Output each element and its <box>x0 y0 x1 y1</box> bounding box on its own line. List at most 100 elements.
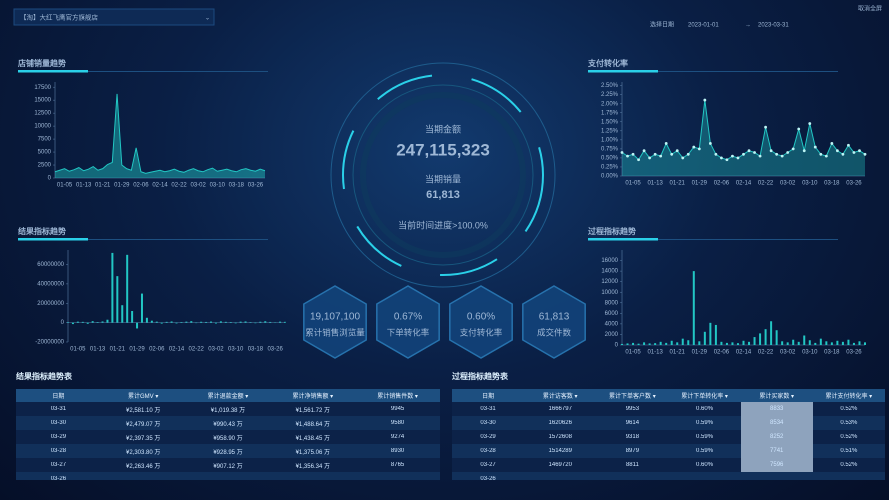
start-date[interactable]: 2023-01-01 <box>688 23 719 29</box>
table-row: 03-30 1620626 9614 0.59% 8534 0.53% <box>452 416 885 430</box>
x-tick-label: 01-21 <box>95 183 111 189</box>
bar <box>781 341 784 345</box>
bar <box>150 320 153 323</box>
x-tick-label: 01-21 <box>670 181 686 187</box>
bar <box>770 321 773 345</box>
bar <box>808 340 811 345</box>
bar <box>205 321 208 323</box>
title-accent <box>588 238 658 241</box>
bar <box>830 342 833 345</box>
kpi-value: 0.60% <box>467 312 495 323</box>
table-cell: ¥1,356.34 万 <box>295 463 330 470</box>
x-tick-label: 01-21 <box>110 347 126 353</box>
point <box>708 142 712 145</box>
table-cell: ¥958.90 万 <box>213 435 243 442</box>
qty: 61,813 <box>426 189 460 201</box>
title-accent <box>18 238 88 241</box>
bar <box>269 321 272 323</box>
bar <box>185 321 188 323</box>
x-tick-label: 02-06 <box>714 350 730 356</box>
table-cell: 9318 <box>625 434 640 440</box>
y-tick-label: 4000 <box>605 321 619 327</box>
bar <box>681 338 684 345</box>
table-cell: 8252 <box>740 430 813 444</box>
y-tick-label: 2.00% <box>601 101 619 107</box>
y-tick-label: 0.25% <box>601 165 619 171</box>
bar <box>648 343 651 345</box>
x-tick-label: 03-10 <box>802 181 818 187</box>
table-row: 03-30 ¥2,479.07 万 ¥990.43 万 ¥1,488.64 万 9580 <box>16 416 440 430</box>
table-cell: 8979 <box>625 448 640 454</box>
point <box>642 149 646 153</box>
chevron: ⌄ <box>205 16 210 22</box>
bar <box>116 276 119 323</box>
point <box>664 142 668 145</box>
y-tick-label: 20000000 <box>37 301 64 307</box>
bar <box>841 341 844 345</box>
point <box>747 149 751 153</box>
bar <box>284 321 286 323</box>
table-cell: 0.60% <box>696 406 714 412</box>
table-cell: 0.52% <box>840 434 858 440</box>
header-cell: 累计退款金额 ▾ <box>207 394 249 400</box>
kpi-hexagon <box>522 285 586 359</box>
table-row: 03-26 <box>452 472 885 480</box>
y-tick-label: 15000 <box>34 98 51 104</box>
kpi-label: 成交件数 <box>537 327 572 337</box>
fullscreen[interactable]: 取消全屏 <box>858 5 882 13</box>
point <box>753 151 756 154</box>
point <box>714 152 718 156</box>
x-tick-label: 03-10 <box>802 350 818 356</box>
y-tick-label: 8000 <box>605 300 619 306</box>
table: 日期 累计访客数 ▾ 累计下单客户数 ▾ 累计下单转化率 ▾ 累计买家数 ▾ 累计支付转化… <box>452 389 885 480</box>
bar <box>797 341 800 345</box>
point <box>830 142 834 145</box>
table-header: 日期 累计GMV ▾ 累计退款金额 ▾ 累计净销售额 ▾ 累计销售件数 ▾ <box>16 389 440 402</box>
table-cell: 03-26 <box>480 476 496 480</box>
y-tick-label: 2500 <box>38 163 52 169</box>
title-underline <box>588 239 838 240</box>
bar <box>214 322 217 324</box>
x-tick-label: 03-26 <box>248 183 264 189</box>
point <box>725 158 729 162</box>
table-cell: 03-31 <box>480 406 496 412</box>
point <box>764 125 767 129</box>
bar <box>626 343 629 345</box>
bar <box>175 322 178 324</box>
shop-select[interactable] <box>13 8 215 26</box>
bar <box>259 321 262 323</box>
table-cell: 0.59% <box>696 420 714 426</box>
bar <box>714 324 717 345</box>
bar <box>665 342 668 345</box>
table-cell: 03-31 <box>50 406 67 412</box>
x-tick-label: 01-05 <box>625 350 641 356</box>
header-cell: 累计支付转化率 ▾ <box>825 394 873 400</box>
kpi-label: 下单转化率 <box>387 327 430 337</box>
bar <box>136 322 139 329</box>
kpi-label: 累计销售浏览量 <box>305 327 365 337</box>
bar <box>190 321 193 323</box>
area-fill <box>622 100 865 176</box>
table-cell: 8930 <box>390 448 405 454</box>
end-date[interactable]: 2023-03-31 <box>758 23 789 29</box>
x-tick-label: 03-26 <box>846 350 862 356</box>
bar <box>76 321 79 323</box>
table-cell: 8833 <box>740 402 813 416</box>
x-tick-label: 03-02 <box>780 181 796 187</box>
point <box>659 154 663 158</box>
bar <box>864 342 866 345</box>
x-tick-label: 03-26 <box>267 347 283 353</box>
x-tick-label: 02-22 <box>171 183 187 189</box>
x-tick-label: 02-06 <box>149 347 165 353</box>
x-tick-label: 01-21 <box>670 350 686 356</box>
y-tick-label: 40000000 <box>37 281 64 287</box>
bar <box>637 343 640 345</box>
table-cell: ¥990.43 万 <box>213 421 243 428</box>
kpi-hexagon <box>303 285 367 359</box>
y-tick-label: 0.75% <box>601 146 619 152</box>
bar <box>126 254 129 323</box>
y-tick-label: 60000000 <box>37 262 64 268</box>
bar <box>748 341 751 345</box>
bar <box>81 321 84 323</box>
bar <box>91 321 94 323</box>
